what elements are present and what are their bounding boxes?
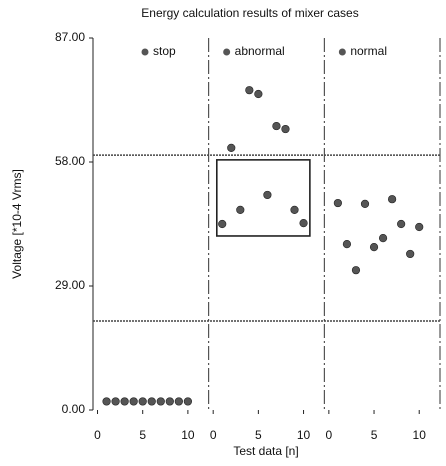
data-point (272, 121, 281, 131)
x-tick-label: 10 (297, 428, 311, 442)
data-point (369, 242, 379, 252)
legend-marker (141, 48, 149, 56)
legend-label: normal (350, 44, 387, 58)
data-point (245, 86, 254, 95)
data-point (183, 397, 192, 406)
x-tick-label: 0 (326, 428, 333, 442)
y-tick-label: 29.00 (55, 278, 85, 292)
data-point (342, 239, 352, 249)
data-point (165, 397, 174, 406)
x-tick-label: 0 (210, 428, 217, 442)
y-tick-label: 0.00 (62, 402, 86, 416)
y-axis-label: Voltage [*10-4 Vrms] (10, 169, 24, 279)
x-tick-label: 5 (139, 428, 146, 442)
legend-marker (223, 48, 231, 56)
x-axis-label: Test data [n] (233, 444, 298, 458)
data-point (236, 205, 245, 214)
x-tick-label: 10 (413, 428, 427, 442)
data-point (120, 397, 129, 406)
data-point (218, 219, 227, 229)
data-point (299, 219, 308, 228)
data-point (147, 397, 156, 406)
data-point (263, 190, 272, 200)
data-point (281, 124, 290, 134)
data-point (254, 89, 263, 99)
data-point (415, 222, 424, 232)
data-point (397, 219, 406, 229)
legend-label: stop (153, 44, 176, 58)
highlight-box (215, 159, 311, 237)
x-tick-label: 5 (255, 428, 262, 442)
x-tick-label: 10 (181, 428, 195, 442)
data-point (351, 266, 361, 275)
data-point (129, 397, 138, 406)
data-point (102, 397, 111, 406)
legend-marker (338, 48, 346, 56)
data-point (388, 195, 397, 204)
data-point (138, 397, 147, 406)
chart-title: Energy calculation results of mixer case… (141, 6, 358, 20)
data-point (360, 199, 370, 209)
x-tick-label: 0 (94, 428, 101, 442)
x-tick-label: 5 (371, 428, 378, 442)
data-point (156, 397, 165, 406)
data-point (290, 205, 299, 214)
data-point (378, 234, 388, 243)
data-point (174, 397, 183, 406)
legend-label: abnormal (235, 44, 285, 58)
data-point (111, 397, 120, 406)
data-point (333, 198, 342, 208)
data-point (227, 143, 236, 152)
y-tick-label: 87.00 (55, 30, 85, 44)
data-point (406, 249, 415, 259)
y-tick-label: 58.00 (55, 154, 85, 168)
